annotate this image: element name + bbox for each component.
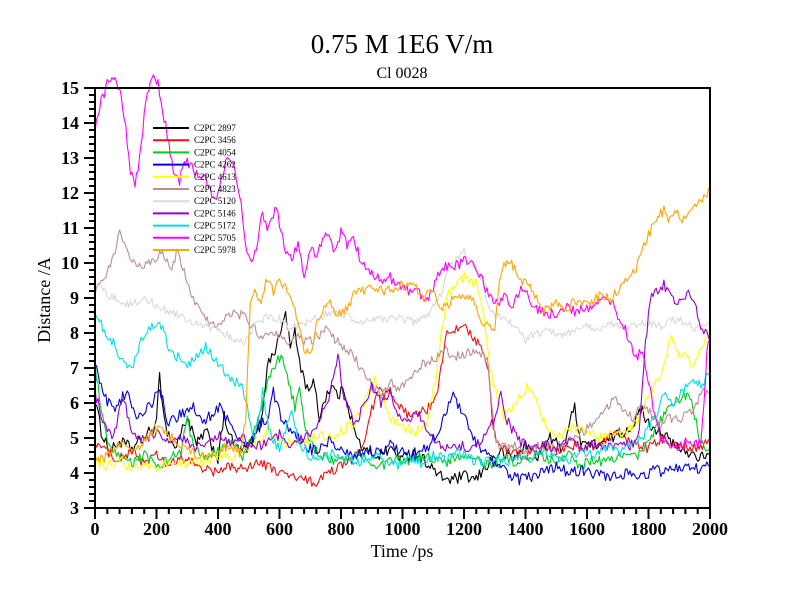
series-line-C2PC-4613 <box>94 271 711 471</box>
legend-item: C2PC 4054 <box>153 147 236 157</box>
x-tick-label: 600 <box>266 519 293 539</box>
series-line-C2PC-3456 <box>94 323 711 487</box>
x-tick-label: 0 <box>91 519 100 539</box>
x-axis-label: Time /ps <box>371 541 434 561</box>
series-line-C2PC-4823 <box>94 229 711 455</box>
legend-label: C2PC 5146 <box>194 208 236 218</box>
x-tick-label: 1800 <box>631 519 667 539</box>
y-tick-label: 5 <box>70 428 79 448</box>
legend-label: C2PC 5978 <box>194 245 236 255</box>
series-line-C2PC-2897 <box>94 310 711 485</box>
legend-item: C2PC 5172 <box>153 221 236 231</box>
y-axis-label: Distance /A <box>34 257 54 342</box>
axis-ticks: 0 200 400 600 800 1000 1200 1400 1600 1800 2000 3 4 5… <box>61 78 728 539</box>
series-line-C2PC-5120 <box>94 247 711 346</box>
plot-frame <box>94 87 711 509</box>
y-tick-label: 7 <box>70 358 79 378</box>
legend: C2PC 2897 C2PC 3456 C2PC 4054 C2PC 4262 C2PC… <box>153 123 236 255</box>
legend-item: C2PC 4823 <box>153 184 236 194</box>
x-tick-label: 1200 <box>446 519 482 539</box>
x-tick-label: 1000 <box>385 519 421 539</box>
legend-item: C2PC 2897 <box>153 123 236 133</box>
series-line-C2PC-4262 <box>94 365 711 486</box>
x-tick-label: 1400 <box>508 519 544 539</box>
y-tick-label: 4 <box>70 463 79 483</box>
legend-label: C2PC 4054 <box>194 147 236 157</box>
legend-item: C2PC 3456 <box>153 135 236 145</box>
chart-title: 0.75 M 1E6 V/m <box>311 29 494 59</box>
y-tick-label: 11 <box>62 218 79 238</box>
y-tick-label: 14 <box>61 113 79 133</box>
legend-label: C2PC 5120 <box>194 196 236 206</box>
x-tick-label: 400 <box>205 519 232 539</box>
legend-label: C2PC 2897 <box>194 123 236 133</box>
legend-item: C2PC 4613 <box>153 172 236 182</box>
legend-item: C2PC 5146 <box>153 208 236 218</box>
y-tick-label: 12 <box>61 183 79 203</box>
y-tick-label: 3 <box>70 498 79 518</box>
series-line-C2PC-5705 <box>94 74 711 452</box>
series-line-C2PC-5978 <box>94 187 711 464</box>
legend-label: C2PC 4613 <box>194 172 236 182</box>
legend-item: C2PC 4262 <box>153 160 236 170</box>
legend-label: C2PC 5172 <box>194 221 236 231</box>
y-tick-label: 10 <box>61 253 79 273</box>
y-tick-label: 8 <box>70 323 79 343</box>
series-line-C2PC-5172 <box>94 313 711 470</box>
x-tick-label: 1600 <box>569 519 605 539</box>
legend-label: C2PC 4823 <box>194 184 236 194</box>
series-lines <box>94 74 711 487</box>
x-tick-label: 2000 <box>692 519 728 539</box>
x-tick-label: 200 <box>143 519 170 539</box>
x-tick-label: 800 <box>328 519 355 539</box>
y-tick-label: 13 <box>61 148 79 168</box>
legend-item: C2PC 5978 <box>153 245 236 255</box>
chart-subtitle: Cl 0028 <box>376 65 427 82</box>
y-tick-label: 6 <box>70 393 79 413</box>
legend-label: C2PC 5705 <box>194 233 236 243</box>
legend-item: C2PC 5705 <box>153 233 236 243</box>
legend-label: C2PC 3456 <box>194 135 236 145</box>
y-tick-label: 9 <box>70 288 79 308</box>
legend-item: C2PC 5120 <box>153 196 236 206</box>
y-tick-label: 15 <box>61 78 79 98</box>
legend-label: C2PC 4262 <box>194 160 236 170</box>
series-line-C2PC-4054 <box>94 354 711 470</box>
